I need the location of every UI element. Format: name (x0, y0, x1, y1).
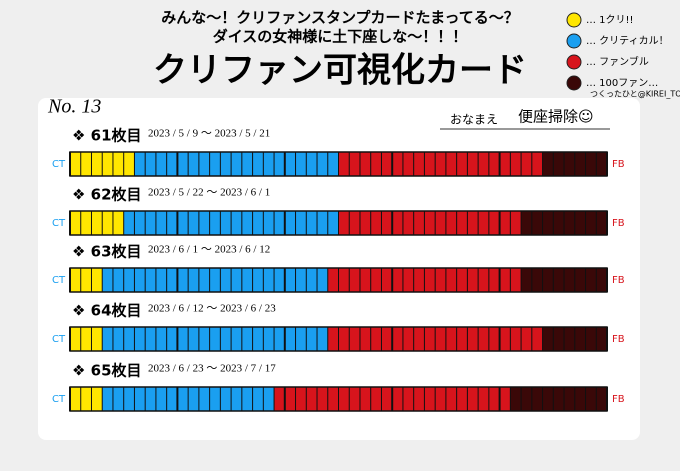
fb-label: FB (612, 394, 625, 405)
fb-label: FB (612, 334, 625, 345)
legend-swatch (566, 54, 582, 70)
ct-label: CT (52, 218, 66, 229)
legend-swatch (566, 75, 582, 91)
ct-label: CT (52, 394, 66, 405)
stamp-segment (70, 268, 103, 292)
card-number: No. 13 (47, 96, 101, 118)
row-label: ❖ 64枚目 (72, 302, 142, 320)
name: 便座掃除☺ (518, 108, 594, 126)
stamp-segment (70, 211, 124, 235)
title: クリファン可視化カード (153, 51, 527, 91)
stamp-segment (338, 152, 543, 176)
ct-label: CT (52, 334, 66, 345)
legend-label: … ファンブル (586, 55, 649, 68)
legend-label: … 100ファン… (586, 78, 658, 89)
row-label: ❖ 62枚目 (72, 186, 142, 204)
row-border (69, 151, 608, 177)
stamp-segment (102, 327, 328, 351)
stamp-segment (338, 211, 522, 235)
row-dates: 2023 / 6 / 12 〜 2023 / 6 / 23 (148, 303, 276, 315)
row-border (69, 267, 608, 293)
credit: つくったひと@KIREI_TOILET (590, 90, 680, 99)
header-line: ダイスの女神様に土下座しな〜！！！ (213, 28, 468, 46)
stamp-segment (510, 387, 607, 411)
name-label: おなまえ (450, 113, 498, 127)
row-border (69, 326, 608, 352)
row-dates: 2023 / 6 / 1 〜 2023 / 6 / 12 (148, 244, 270, 256)
row-border (69, 386, 608, 412)
stamp-segment (134, 152, 339, 176)
row-label: ❖ 63枚目 (72, 243, 142, 261)
ct-label: CT (52, 275, 66, 286)
row-label: ❖ 61枚目 (72, 127, 142, 145)
row-label: ❖ 65枚目 (72, 362, 142, 380)
stamp-segment (102, 268, 328, 292)
stamp-segment (70, 327, 103, 351)
ct-label: CT (52, 159, 66, 170)
row-border (69, 210, 608, 236)
legend-swatch (566, 33, 582, 49)
legend-swatch (566, 12, 582, 28)
row-dates: 2023 / 5 / 22 〜 2023 / 6 / 1 (148, 187, 270, 199)
legend-label: … 1クリ!! (586, 14, 634, 26)
legend-label: … クリティカル！ (586, 35, 669, 47)
stamp-segment (70, 387, 103, 411)
header-line: みんな〜！クリファンスタンプカードたまってる〜？ (161, 9, 518, 27)
fb-label: FB (612, 159, 625, 170)
row-dates: 2023 / 6 / 23 〜 2023 / 7 / 17 (148, 363, 276, 375)
fb-label: FB (612, 218, 625, 229)
row-dates: 2023 / 5 / 9 〜 2023 / 5 / 21 (148, 128, 270, 140)
fb-label: FB (612, 275, 625, 286)
